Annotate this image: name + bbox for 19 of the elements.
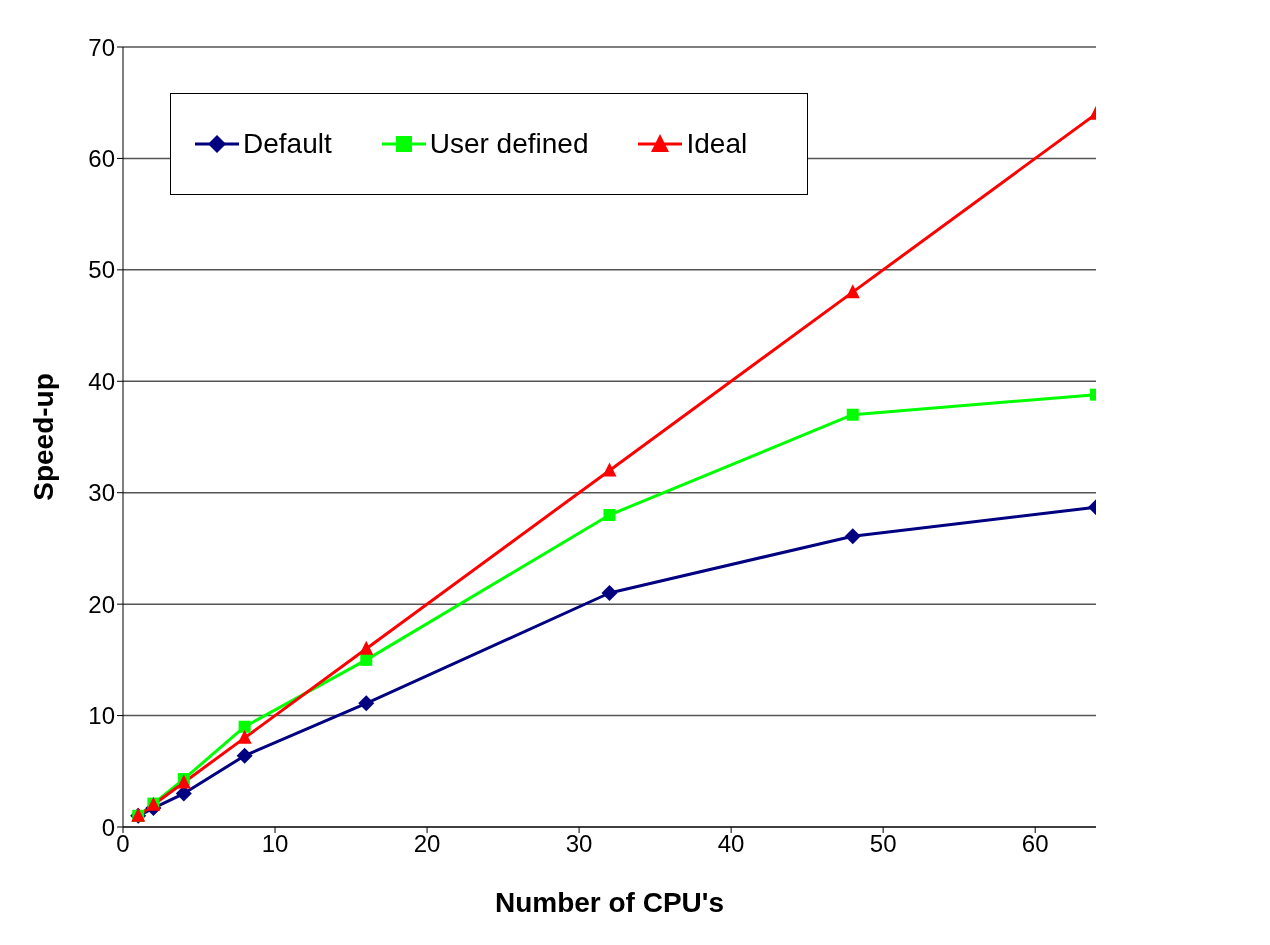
y-tick-label: 10: [88, 702, 115, 730]
x-tick-label: 40: [717, 830, 745, 858]
y-tick-label: 40: [88, 367, 115, 395]
x-tick-label: 20: [413, 830, 441, 858]
y-tick-label: 60: [88, 144, 115, 172]
legend-label: Default: [243, 128, 332, 160]
y-tick-label: 20: [88, 590, 115, 618]
x-axis-title: Number of CPU's: [494, 887, 725, 918]
legend-label: User defined: [429, 128, 589, 160]
y-tick-label: 0: [101, 813, 115, 841]
x-tick-label: 60: [1021, 830, 1049, 858]
x-tick-label: 30: [565, 830, 593, 858]
x-tick-label: 50: [869, 830, 897, 858]
y-tick-label: 30: [88, 479, 115, 507]
x-tick-label: 10: [261, 830, 289, 858]
y-axis-title: Speed-up: [27, 373, 59, 501]
y-tick-label: 50: [88, 256, 115, 284]
y-tick-label: 70: [88, 33, 115, 61]
legend-label: Ideal: [686, 128, 748, 160]
